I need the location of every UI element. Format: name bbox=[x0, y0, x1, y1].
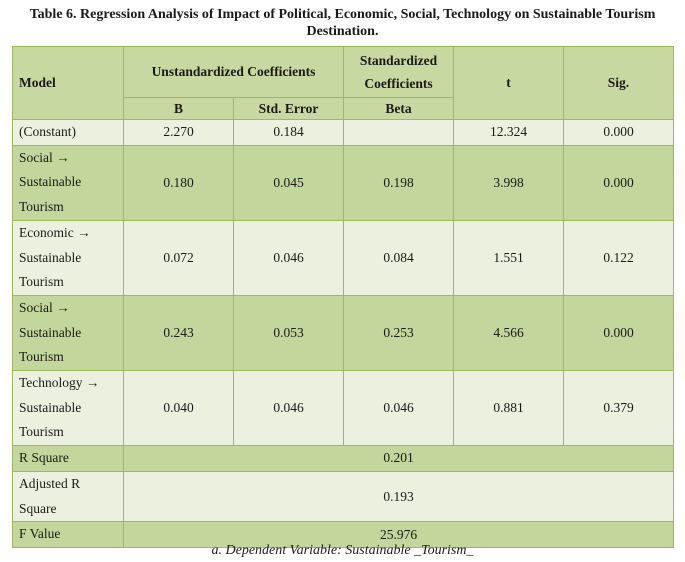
table-row: Social → Sustainable Tourism 0.180 0.045 0.19… bbox=[12, 144, 674, 221]
header-sig: Sig. bbox=[563, 46, 674, 120]
summary-value: 25.976 bbox=[123, 521, 674, 548]
t-cell: 3.998 bbox=[453, 144, 564, 221]
beta-cell bbox=[343, 119, 454, 146]
row-label-line: Tourism bbox=[19, 424, 64, 440]
row-label-line: Tourism bbox=[19, 274, 64, 290]
regression-table: Model Unstandardized Coefficients Standa… bbox=[12, 46, 674, 548]
table-row: Social → Sustainable Tourism 0.243 0.053 0.25… bbox=[12, 294, 674, 372]
std-error-cell: 0.045 bbox=[233, 144, 344, 221]
row-label-line: (Constant) bbox=[19, 124, 76, 139]
row-label-line: Economic → bbox=[19, 224, 91, 240]
header-b: B bbox=[123, 97, 234, 120]
table-row: (Constant) 2.270 0.184 12.324 0.000 bbox=[12, 119, 674, 146]
row-label: Economic → Sustainable Tourism bbox=[12, 219, 124, 296]
summary-value: 0.193 bbox=[123, 470, 674, 523]
header-beta: Beta bbox=[343, 97, 454, 120]
header-t: t bbox=[453, 46, 564, 120]
sig-cell: 0.000 bbox=[563, 294, 674, 372]
summary-label-line: Adjusted R bbox=[19, 475, 81, 491]
beta-cell: 0.253 bbox=[343, 294, 454, 372]
t-cell: 0.881 bbox=[453, 370, 564, 447]
table-caption: Table 6. Regression Analysis of Impact o… bbox=[0, 6, 685, 40]
caption-line-1: Table 6. Regression Analysis of Impact o… bbox=[29, 7, 656, 22]
beta-cell: 0.084 bbox=[343, 219, 454, 296]
table-body: (Constant) 2.270 0.184 12.324 0.000 Social → S… bbox=[12, 119, 674, 548]
row-label-line: Sustainable bbox=[19, 174, 82, 190]
row-label-line: Technology → bbox=[19, 375, 100, 391]
row-label-line: Tourism bbox=[19, 349, 64, 365]
row-label-line: Tourism bbox=[19, 199, 64, 215]
t-cell: 12.324 bbox=[453, 119, 564, 146]
beta-cell: 0.198 bbox=[343, 144, 454, 221]
beta-cell: 0.046 bbox=[343, 370, 454, 447]
t-cell: 4.566 bbox=[453, 294, 564, 372]
t-cell: 1.551 bbox=[453, 219, 564, 296]
std-error-cell: 0.053 bbox=[233, 294, 344, 372]
row-label: (Constant) bbox=[12, 119, 124, 146]
sig-cell: 0.000 bbox=[563, 119, 674, 146]
row-label: Social → Sustainable Tourism bbox=[12, 294, 124, 372]
b-cell: 2.270 bbox=[123, 119, 234, 146]
summary-value: 0.201 bbox=[123, 445, 674, 472]
b-cell: 0.040 bbox=[123, 370, 234, 447]
sig-cell: 0.122 bbox=[563, 219, 674, 296]
header-standardized: Standardized Coefficients bbox=[343, 46, 454, 98]
std-error-cell: 0.046 bbox=[233, 219, 344, 296]
header-model: Model bbox=[12, 46, 124, 120]
sig-cell: 0.379 bbox=[563, 370, 674, 447]
summary-row: Adjusted R Square 0.193 bbox=[12, 470, 674, 523]
summary-label-line: F Value bbox=[19, 526, 61, 542]
table-row: Economic → Sustainable Tourism 0.072 0.046 0.… bbox=[12, 219, 674, 296]
row-label-line: Social → bbox=[19, 149, 70, 165]
summary-row: F Value 25.976 bbox=[12, 521, 674, 548]
std-error-cell: 0.184 bbox=[233, 119, 344, 146]
header-standardized-line-1: Standardized bbox=[359, 53, 438, 68]
b-cell: 0.243 bbox=[123, 294, 234, 372]
row-label: Social → Sustainable Tourism bbox=[12, 144, 124, 221]
std-error-cell: 0.046 bbox=[233, 370, 344, 447]
summary-label: F Value bbox=[12, 521, 124, 548]
summary-label-line: R Square bbox=[19, 450, 69, 466]
caption-line-2: Destination. bbox=[306, 24, 379, 39]
row-label-line: Sustainable bbox=[19, 399, 82, 415]
row-label-line: Social → bbox=[19, 299, 70, 315]
row-label-line: Sustainable bbox=[19, 324, 82, 340]
summary-label: R Square bbox=[12, 445, 124, 472]
summary-label: Adjusted R Square bbox=[12, 470, 124, 523]
header-std-error: Std. Error bbox=[233, 97, 344, 120]
summary-row: R Square 0.201 bbox=[12, 445, 674, 472]
b-cell: 0.072 bbox=[123, 219, 234, 296]
b-cell: 0.180 bbox=[123, 144, 234, 221]
row-label-line: Sustainable bbox=[19, 249, 82, 265]
table-row: Technology → Sustainable Tourism 0.040 0.046… bbox=[12, 370, 674, 447]
row-label: Technology → Sustainable Tourism bbox=[12, 370, 124, 447]
header-standardized-line-2: Coefficients bbox=[364, 76, 433, 91]
table-footnote: a. Dependent Variable: Sustainable _Tour… bbox=[211, 543, 474, 558]
summary-label-line: Square bbox=[19, 500, 57, 516]
header-unstandardized: Unstandardized Coefficients bbox=[123, 46, 344, 98]
sig-cell: 0.000 bbox=[563, 144, 674, 221]
